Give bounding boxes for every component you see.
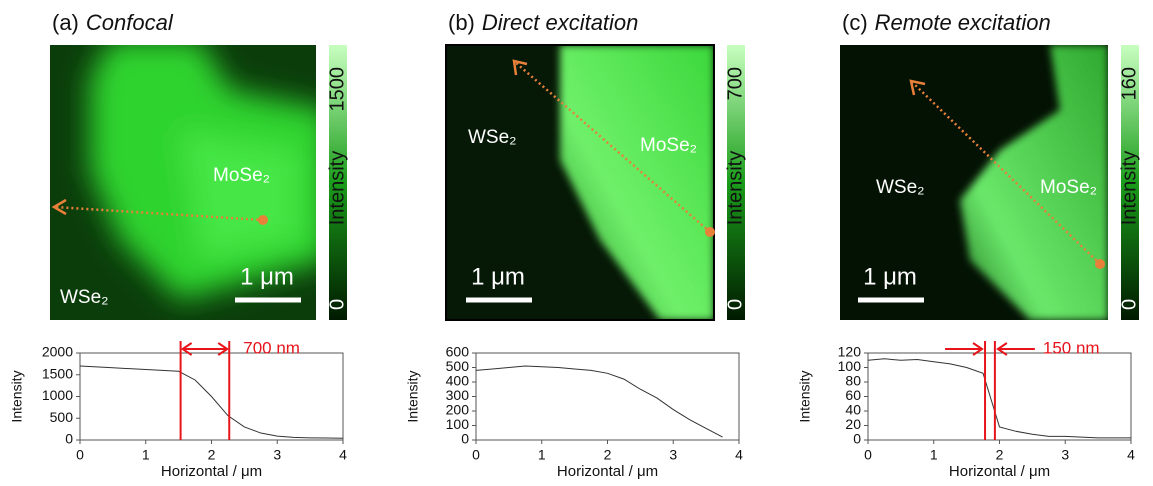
plot-frame [475,352,740,441]
scale-bar-label: 1 μm [240,263,294,290]
panel-label: (b) [448,10,475,35]
y-tick-label: 60 [845,387,861,403]
x-tick-label: 0 [864,447,872,463]
x-tick-label: 3 [669,447,677,463]
panel-label: (c) [842,10,868,35]
y-tick-label: 100 [446,416,470,432]
arrow-head [217,342,230,356]
panel-title: Remote excitation [875,10,1051,35]
scale-bar-label: 1 μm [863,263,917,290]
y-tick-label: 100 [838,358,862,374]
x-tick-label: 3 [1061,447,1069,463]
region-label: MoSe₂ [640,135,697,156]
region-label: WSe₂ [876,177,925,198]
colorbar-tick-label: 160 [1118,67,1140,100]
colorbar [329,45,347,320]
image-b [446,45,714,320]
y-tick-label: 300 [446,387,470,403]
x-tick-label: 2 [604,447,612,463]
x-tick-label: 1 [538,447,546,463]
y-tick-label: 0 [65,431,73,447]
region-label: WSe₂ [60,287,109,308]
y-tick-label: 600 [446,344,470,360]
y-tick-label: 500 [50,409,74,425]
colorbar-tick-label: 1500 [326,67,348,112]
y-tick-label: 500 [446,358,470,374]
colorbar-tick-label: 0 [724,299,746,310]
y-tick-label: 200 [446,402,470,418]
colorbar-label: Intensity [326,151,348,225]
panel-title: Direct excitation [482,10,639,35]
profile-line [475,365,723,438]
profile-arrows [51,59,1101,265]
region-label: MoSe₂ [1040,177,1097,198]
image-frame [445,44,715,321]
profile-start-points [258,215,1105,269]
y-tick-label: 0 [853,431,861,447]
image-a [50,45,316,320]
y-axis-label: Intensity [405,370,421,422]
arrow-head [996,342,1008,356]
x-tick-label: 1 [930,447,938,463]
x-tick-label: 4 [1127,447,1135,463]
y-tick-label: 1000 [42,387,73,403]
width-annotation: 700 nm [243,338,300,357]
colorbar-label: Intensity [1118,151,1140,225]
region-label: WSe₂ [468,127,517,148]
y-tick-label: 20 [845,416,861,432]
y-tick-label: 0 [461,431,469,447]
x-axis-label: Horizontal / μm [557,463,658,480]
x-tick-label: 0 [76,447,84,463]
colorbar-tick-label: 0 [1118,299,1140,310]
y-tick-label: 1500 [42,365,73,381]
x-axis-label: Horizontal / μm [949,463,1050,480]
colorbar [1121,45,1139,320]
x-tick-label: 2 [208,447,216,463]
y-tick-label: 40 [845,402,861,418]
region-label: MoSe₂ [213,165,270,186]
colorbar-label: Intensity [724,151,746,225]
x-axis-label: Horizontal / μm [161,463,262,480]
arrow-head [180,342,193,356]
x-tick-label: 0 [472,447,480,463]
y-tick-label: 120 [838,344,862,360]
panel-label: (a) [52,10,79,35]
y-tick-label: 2000 [42,344,73,360]
y-axis-label: Intensity [9,370,25,422]
panel-title: Confocal [86,10,174,35]
x-tick-label: 2 [996,447,1004,463]
y-tick-label: 400 [446,373,470,389]
x-tick-label: 4 [339,447,347,463]
x-tick-label: 3 [273,447,281,463]
colorbar-tick-label: 0 [326,299,348,310]
profile-line [79,365,344,439]
x-tick-label: 1 [142,447,150,463]
y-axis-label: Intensity [797,370,813,422]
colorbar [727,45,745,320]
profile-line [867,358,1131,439]
width-annotation: 150 nm [1043,338,1100,357]
arrow-head [972,342,984,356]
image-c [840,45,1108,320]
scale-bar-label: 1 μm [471,263,525,290]
colorbar-tick-label: 700 [724,67,746,100]
y-tick-label: 80 [845,373,861,389]
x-tick-label: 4 [735,447,743,463]
